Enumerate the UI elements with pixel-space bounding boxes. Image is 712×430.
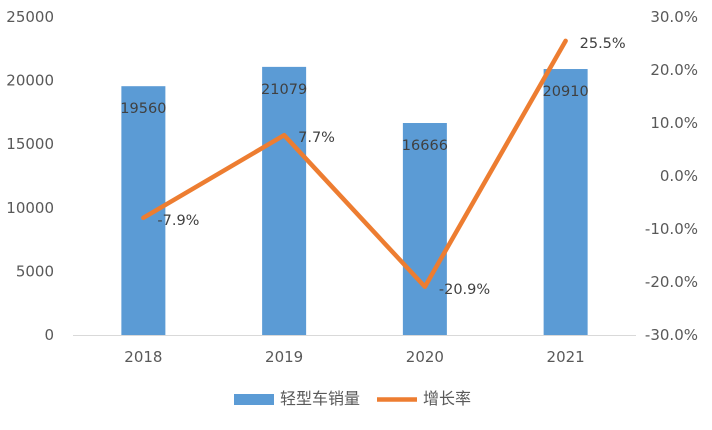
y-right-tick-label: -20.0% [645, 273, 698, 291]
x-tick-label: 2019 [265, 348, 303, 366]
bar-2019 [262, 66, 307, 335]
y-right-tick-label: -30.0% [645, 326, 698, 344]
y-left-tick-label: 10000 [6, 199, 54, 217]
x-tick-label: 2018 [124, 348, 162, 366]
y-right-tick-label: 20.0% [650, 61, 698, 79]
y-right-tick-label: -10.0% [645, 220, 698, 238]
x-tick-label: 2021 [547, 348, 585, 366]
line-data-label: 25.5% [580, 36, 626, 52]
bar-data-label: 16666 [402, 138, 448, 154]
y-left-tick-label: 5000 [16, 262, 54, 280]
bar-2021 [543, 69, 588, 335]
bar-data-label: 19560 [120, 101, 166, 117]
y-left-tick-label: 0 [44, 326, 54, 344]
line-data-label: -20.9% [439, 282, 490, 298]
line-data-label: 7.7% [298, 130, 335, 146]
y-right-tick-label: 10.0% [650, 114, 698, 132]
legend-bar-label: 轻型车销量 [280, 389, 360, 408]
y-right-tick-label: 0.0% [660, 167, 698, 185]
x-tick-label: 2020 [406, 348, 444, 366]
y-right-tick-label: 30.0% [650, 8, 698, 26]
bar-data-label: 20910 [543, 84, 589, 100]
y-left-tick-label: 15000 [6, 135, 54, 153]
line-data-label: -7.9% [157, 213, 199, 229]
legend-line-label: 增长率 [423, 389, 471, 408]
y-left-tick-label: 20000 [6, 72, 54, 90]
bar-2020 [402, 123, 447, 335]
growth-rate-line [141, 38, 568, 290]
y-left-tick-label: 25000 [6, 8, 54, 26]
bar-data-label: 21079 [261, 82, 307, 98]
legend-bar-swatch [234, 394, 274, 405]
